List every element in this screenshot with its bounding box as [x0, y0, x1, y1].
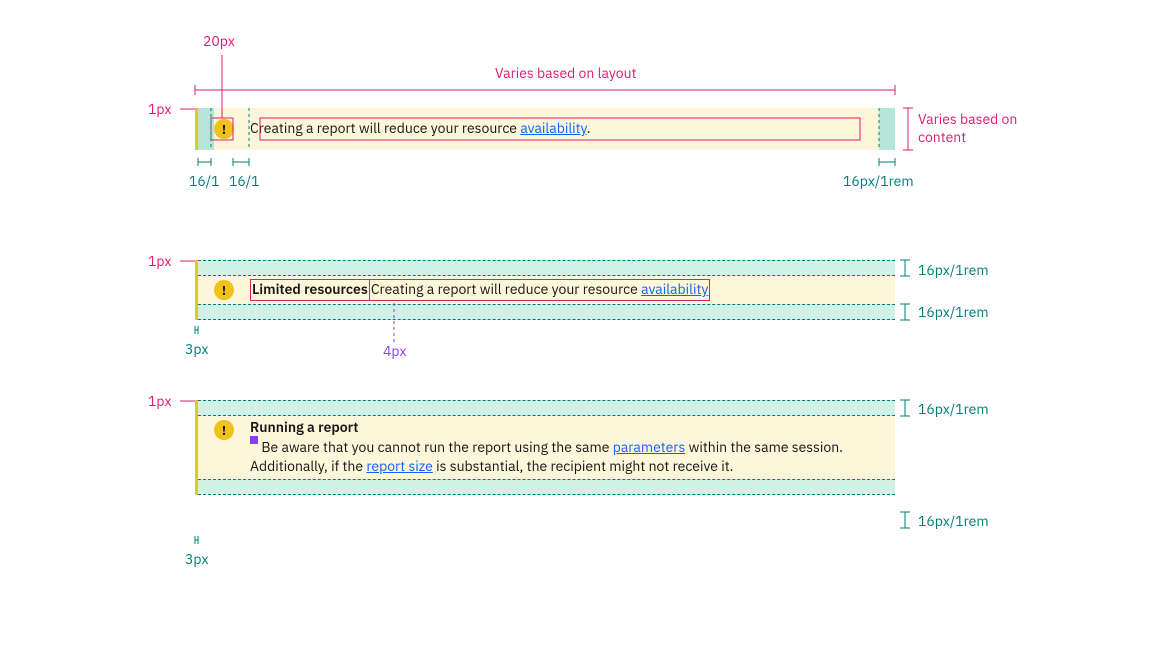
- message-text-post: .: [587, 119, 591, 137]
- anno-border-1px-a: 1px: [148, 100, 171, 118]
- anno-pad-top-b: 16px/1rem: [918, 261, 989, 279]
- warning-icon: !: [214, 420, 234, 440]
- notification-body: ! Creating a report will reduce your res…: [214, 108, 879, 150]
- notification-inline-titled: ! Limited resourcesCreating a report wil…: [195, 260, 895, 320]
- left-padding-highlight: [198, 108, 214, 150]
- anno-pad-left-b: 16/1: [229, 172, 260, 190]
- anno-title-gap: 4px: [383, 342, 406, 360]
- anno-height-varies: Varies based on content: [918, 110, 1028, 146]
- anno-border-1px-b: 1px: [148, 252, 171, 270]
- notification-title: Limited resources: [252, 280, 368, 298]
- parameters-link[interactable]: parameters: [613, 438, 686, 456]
- anno-icon-size: 20px: [203, 32, 235, 50]
- notif2-annotations: [0, 0, 1152, 400]
- report-size-link[interactable]: report size: [366, 457, 433, 475]
- anno-pad-left-a: 16/1: [189, 172, 220, 190]
- message-text-3: is substantial, the recipient might not …: [433, 457, 734, 475]
- anno-border-3px-b: 3px: [185, 550, 208, 568]
- title-gap-marker: [250, 436, 258, 444]
- notification-body: ! Running a report Be aware that you can…: [198, 416, 895, 479]
- anno-pad-bot-b: 16px/1rem: [918, 303, 989, 321]
- notification-inline-simple: ! Creating a report will reduce your res…: [195, 108, 895, 150]
- availability-link[interactable]: availability: [520, 119, 586, 137]
- message-text-1: Be aware that you cannot run the report …: [261, 438, 612, 456]
- anno-pad-bot-c: 16px/1rem: [918, 512, 989, 530]
- notification-title: Running a report: [250, 418, 358, 436]
- anno-pad-right: 16px/1rem: [843, 172, 914, 190]
- bottom-padding-highlight: [198, 479, 895, 495]
- warning-icon: !: [214, 119, 234, 139]
- notification-body: ! Limited resourcesCreating a report wil…: [198, 276, 895, 304]
- notification-message: Creating a report will reduce your resou…: [250, 119, 591, 139]
- notif3-annotations: [0, 0, 1152, 648]
- message-text-pre: Creating a report will reduce your resou…: [250, 119, 520, 137]
- warning-icon: !: [214, 280, 234, 300]
- anno-border-3px-a: 3px: [185, 340, 208, 358]
- message-text-pre: Creating a report will reduce your resou…: [371, 280, 641, 298]
- top-padding-highlight: [198, 400, 895, 416]
- top-padding-highlight: [198, 260, 895, 276]
- notification-multiline: ! Running a report Be aware that you can…: [195, 400, 895, 495]
- anno-width-varies: Varies based on layout: [495, 64, 636, 82]
- notification-message: Running a report Be aware that you canno…: [250, 418, 879, 477]
- anno-pad-top-c: 16px/1rem: [918, 400, 989, 418]
- right-padding-highlight: [879, 108, 895, 150]
- notification-message: Limited resourcesCreating a report will …: [250, 279, 710, 301]
- availability-link[interactable]: availability: [641, 280, 708, 298]
- anno-border-1px-c: 1px: [148, 392, 171, 410]
- bottom-padding-highlight: [198, 304, 895, 320]
